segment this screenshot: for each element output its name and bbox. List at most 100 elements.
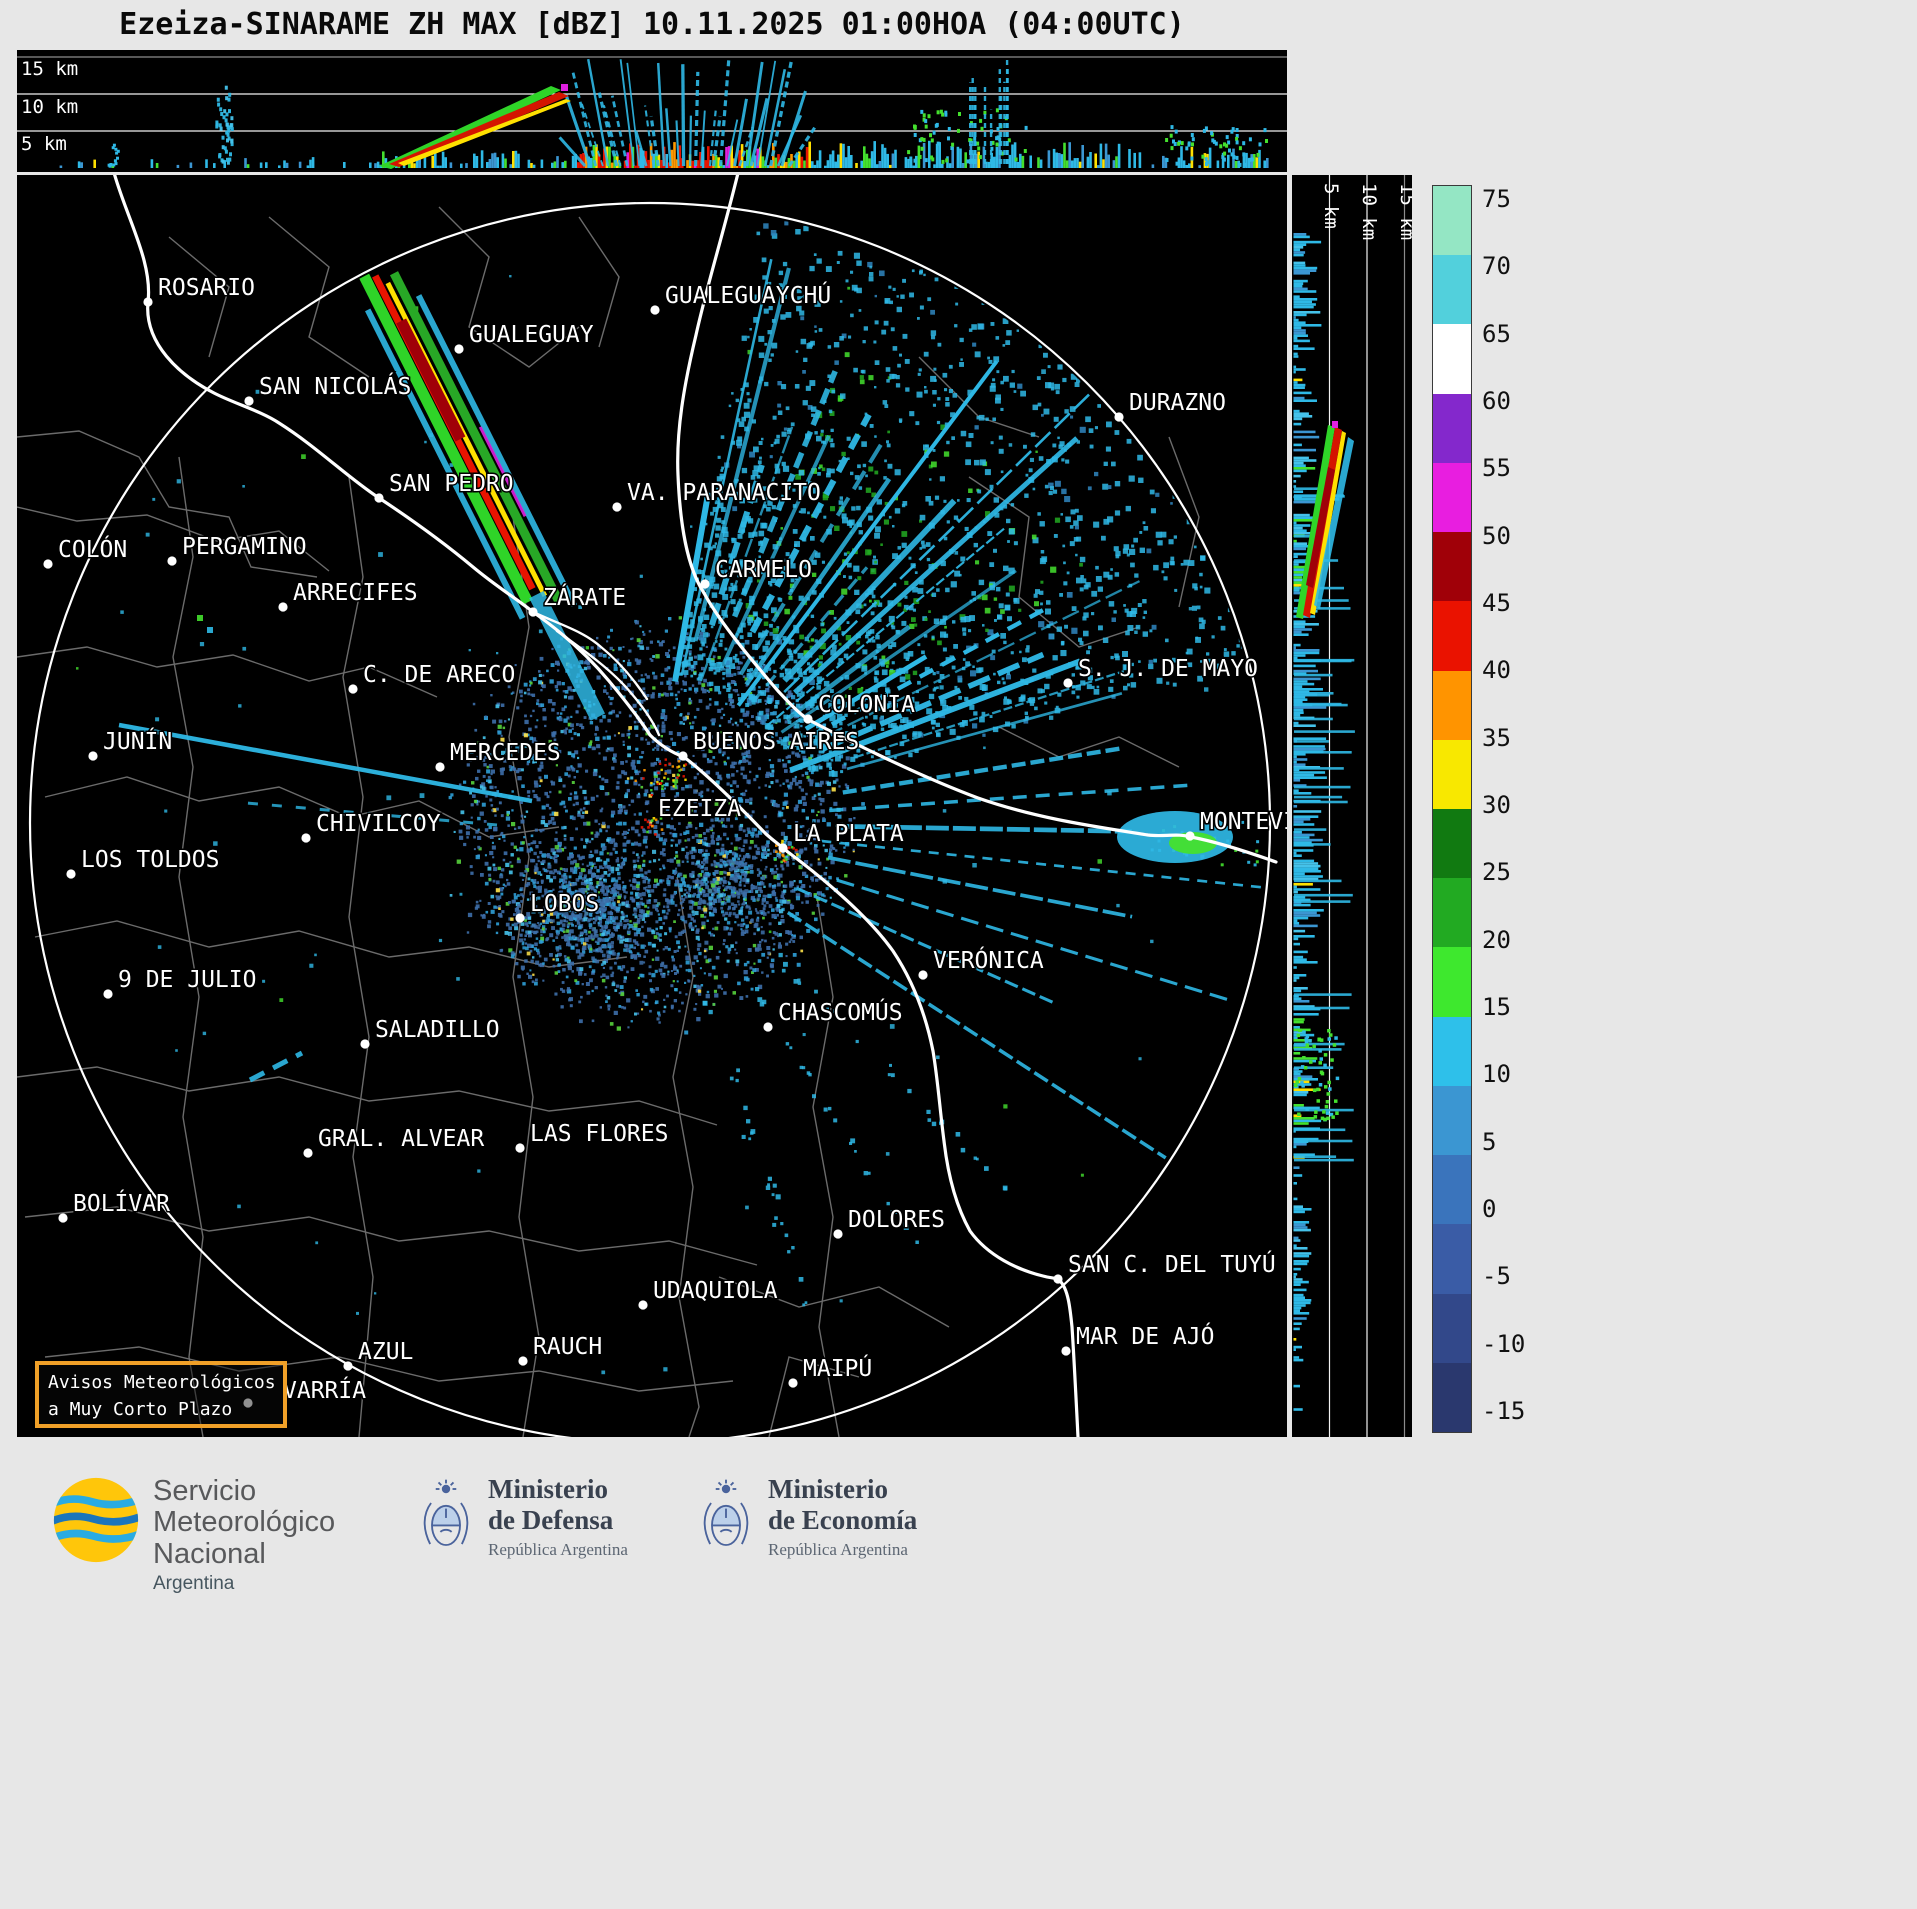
page-title: Ezeiza-SINARAME ZH MAX [dBZ] 10.11.2025 … <box>119 7 1185 42</box>
ministry-name: Ministerio de Defensa <box>488 1474 628 1534</box>
city-label: VARRÍA <box>283 1376 366 1404</box>
colorbar-band <box>1433 1085 1471 1156</box>
city-dot <box>303 1148 313 1158</box>
smn-wordmark: Servicio Meteorológico Nacional <box>153 1475 336 1570</box>
city-dot <box>143 297 153 307</box>
city-label: CHIVILCOY <box>316 811 441 837</box>
colorbar-band <box>1433 808 1471 879</box>
city-dot <box>803 714 813 724</box>
city-dot <box>244 396 254 406</box>
city-label: AZUL <box>358 1339 413 1365</box>
city-dot <box>58 1213 68 1223</box>
smn-name-line: Meteorológico <box>153 1506 336 1539</box>
city-dot <box>515 913 525 923</box>
ministry-name: Ministerio de Economía <box>768 1474 917 1534</box>
city-label: UDAQUIOLA <box>653 1278 778 1304</box>
city-dot <box>788 1378 798 1388</box>
smn-name-line: Nacional <box>153 1537 266 1570</box>
city-dot <box>103 989 113 999</box>
colorbar-band <box>1433 324 1471 394</box>
city-label: COLONIA <box>818 692 915 718</box>
main-map-panel: ROSARIO GUALEGUAYCHÚ GUALEGUAY SAN NICOLÁS D… <box>17 175 1287 1437</box>
colorbar-band <box>1433 1155 1471 1225</box>
city-dot <box>763 1022 773 1032</box>
city-dot <box>650 305 660 315</box>
map-background <box>17 175 1287 1437</box>
city-label: MAIPÚ <box>803 1354 872 1382</box>
city-dot <box>700 579 710 589</box>
colorbar-tick-label: 55 <box>1482 454 1511 483</box>
city-label: DURAZNO <box>1129 390 1226 416</box>
city-dot <box>243 1398 253 1408</box>
ministry-name-line: de Defensa <box>488 1504 614 1535</box>
city-label: VA. PARANACITO <box>627 480 821 506</box>
city-label: MONTEVIDEO <box>1200 809 1287 835</box>
city-dot <box>833 1229 843 1239</box>
city-dot <box>301 833 311 843</box>
city-label: JUNÍN <box>103 727 172 755</box>
city-label: GUALEGUAY <box>469 322 594 348</box>
city-dot <box>1063 678 1073 688</box>
city-dot <box>43 559 53 569</box>
city-layer: ROSARIO GUALEGUAYCHÚ GUALEGUAY SAN NICOLÁS D… <box>43 274 1287 1408</box>
city-label: BOLÍVAR <box>73 1189 170 1217</box>
colorbar-tick-label: 45 <box>1482 589 1511 617</box>
city-label: LOBOS <box>530 891 599 917</box>
colorbar-tick-label: 75 <box>1482 185 1511 213</box>
city-dot <box>360 1039 370 1049</box>
ministry-economia: Ministerio de Economía República Argenti… <box>698 1474 917 1560</box>
colorbar-tick-label: 65 <box>1482 319 1511 348</box>
colorbar-tick-label: -5 <box>1482 1262 1511 1291</box>
colorbar-tick-label: 30 <box>1482 791 1511 819</box>
city-label: ROSARIO <box>158 275 255 301</box>
warning-box: Avisos Meteorológicos a Muy Corto Plazo <box>35 1361 287 1428</box>
colorbar-tick-label: 15 <box>1482 993 1511 1021</box>
colorbar-tick-label: 5 <box>1482 1127 1497 1156</box>
colorbar-tick-label: 60 <box>1482 387 1511 415</box>
altitude-label-5km: 5 km <box>1320 183 1342 229</box>
city-label: SAN NICOLÁS <box>259 372 411 400</box>
city-label: S. J. DE MAYO <box>1078 656 1258 682</box>
ministry-defensa: Ministerio de Defensa República Argentin… <box>418 1474 628 1560</box>
dbz-colorbar-labels: 75 70 65 60 55 50 45 40 35 30 25 20 15 10 5 0 -5 -10 -15 <box>1482 185 1592 1425</box>
colorbar-band <box>1433 186 1471 256</box>
city-label: C. DE ARECO <box>363 662 515 688</box>
city-label: CHASCOMÚS <box>778 998 903 1026</box>
city-label: MERCEDES <box>450 740 561 766</box>
colorbar-band <box>1433 532 1471 602</box>
city-dot <box>374 493 384 503</box>
ministry-subtitle: República Argentina <box>488 1539 628 1559</box>
ministry-name-line: Ministerio <box>488 1474 608 1505</box>
city-dot <box>518 1356 528 1366</box>
city-dot <box>918 970 928 980</box>
colorbar-band <box>1433 1016 1471 1086</box>
city-label: 9 DE JULIO <box>118 967 256 993</box>
city-dot <box>612 502 622 512</box>
warning-line-2: a Muy Corto Plazo <box>48 1399 233 1420</box>
altitude-label-10km: 10 km <box>1358 183 1380 240</box>
city-dot <box>278 602 288 612</box>
colorbar-band <box>1433 1224 1471 1294</box>
colorbar-band <box>1433 255 1471 325</box>
colorbar-tick-label: 70 <box>1482 252 1511 281</box>
altitude-label-15km: 15 km <box>1396 183 1412 240</box>
colorbar-tick-label: 20 <box>1482 925 1511 954</box>
ministry-subtitle: República Argentina <box>768 1539 908 1559</box>
city-label: LA PLATA <box>793 821 904 847</box>
city-label: CARMELO <box>715 557 812 583</box>
city-dot <box>1114 412 1124 422</box>
city-dot <box>638 1300 648 1310</box>
smn-country: Argentina <box>153 1572 235 1594</box>
coat-of-arms-icon <box>703 1479 749 1546</box>
colorbar-band <box>1433 462 1471 533</box>
city-dot <box>454 344 464 354</box>
radar-range-ring <box>29 202 1271 1437</box>
city-dot <box>348 684 358 694</box>
city-dot <box>66 869 76 879</box>
city-label: BUENOS AIRES <box>693 729 859 755</box>
city-label: EZEIZA <box>658 796 741 822</box>
city-label: MAR DE AJÓ <box>1076 1322 1214 1350</box>
radar-echo-rays <box>118 258 1263 1160</box>
ministry-name-line: de Economía <box>768 1504 918 1535</box>
